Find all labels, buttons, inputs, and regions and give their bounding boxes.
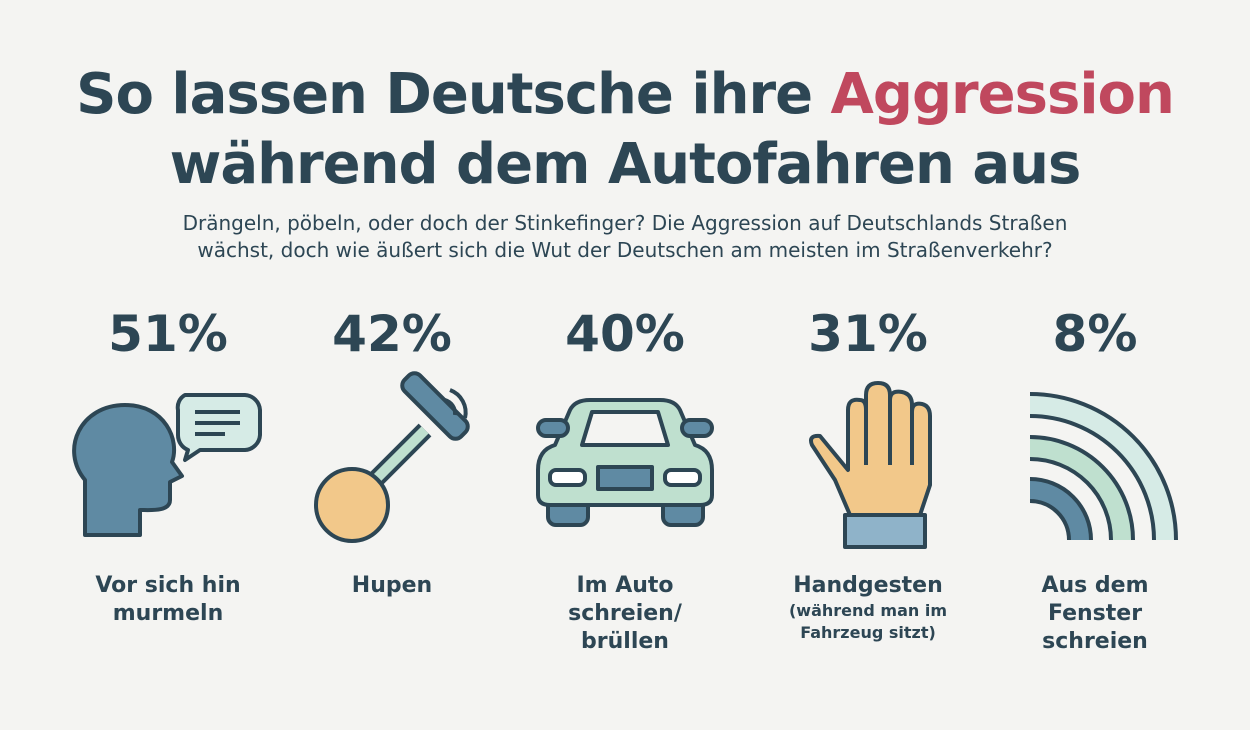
label-line: Aus dem bbox=[1041, 573, 1149, 598]
item-label: Aus dem Fenster schreien bbox=[980, 572, 1210, 656]
item-label: Im Auto schreien/brüllen bbox=[510, 572, 740, 656]
title-line-1: So lassen Deutsche ihre Aggression bbox=[0, 62, 1250, 127]
label-line: murmeln bbox=[112, 601, 224, 626]
percentage: 31% bbox=[808, 305, 928, 363]
title-highlight: Aggression bbox=[830, 62, 1175, 127]
percentage: 40% bbox=[565, 305, 685, 363]
percentage: 51% bbox=[108, 305, 228, 363]
item-label: Handgesten (während man im Fahrzeug sitzt) bbox=[753, 572, 983, 644]
percentage: 8% bbox=[1052, 305, 1138, 363]
title-line-2: während dem Autofahren aus bbox=[169, 132, 1082, 197]
subtitle: Drängeln, pöbeln, oder doch der Stinkefi… bbox=[0, 210, 1250, 264]
horn-icon bbox=[314, 371, 470, 543]
item-label: Hupen bbox=[277, 572, 507, 600]
title-text: So lassen Deutsche ihre bbox=[76, 62, 831, 127]
item-label: Vor sich hin murmeln bbox=[53, 572, 283, 628]
head-icon bbox=[72, 393, 262, 537]
label-note: Fahrzeug sitzt) bbox=[800, 623, 936, 642]
label-line: Hupen bbox=[351, 573, 433, 598]
label-line: Vor sich hin bbox=[95, 573, 241, 598]
shout-waves-icon bbox=[1029, 392, 1178, 541]
label-line: Handgesten bbox=[793, 573, 943, 598]
subtitle-line: Drängeln, pöbeln, oder doch der Stinkefi… bbox=[182, 211, 1068, 235]
hand-icon bbox=[809, 381, 932, 549]
label-note: (während man im bbox=[788, 601, 948, 620]
car-icon bbox=[536, 398, 714, 527]
label-line: brüllen bbox=[581, 629, 669, 654]
percentage: 42% bbox=[332, 305, 452, 363]
subtitle-line: wächst, doch wie äußert sich die Wut der… bbox=[197, 238, 1053, 262]
label-line: schreien bbox=[1042, 629, 1148, 654]
label-line: Im Auto bbox=[576, 573, 674, 598]
label-line: schreien/ bbox=[568, 601, 682, 626]
label-line: Fenster bbox=[1047, 601, 1143, 626]
